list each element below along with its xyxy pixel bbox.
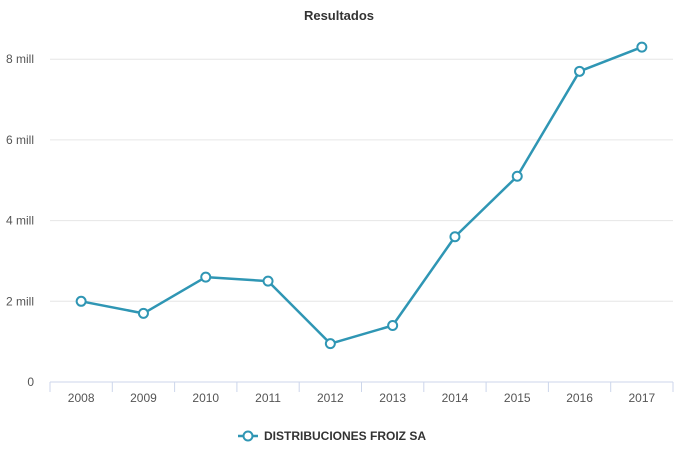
data-point[interactable] bbox=[449, 231, 461, 243]
y-tick-label: 6 mill bbox=[6, 133, 34, 147]
data-point[interactable] bbox=[636, 41, 648, 53]
x-tick-label: 2013 bbox=[379, 391, 406, 405]
data-point[interactable] bbox=[574, 65, 586, 77]
y-tick-label: 4 mill bbox=[6, 214, 34, 228]
grid-lines bbox=[50, 58, 673, 302]
series-line bbox=[80, 45, 643, 345]
x-tick-label: 2011 bbox=[255, 391, 281, 405]
x-tick-label: 2009 bbox=[130, 391, 157, 405]
x-tick-label: 2008 bbox=[68, 391, 95, 405]
data-point[interactable] bbox=[387, 320, 399, 332]
y-axis-ticks: 0 2 mill 4 mill 6 mill 8 mill bbox=[6, 52, 34, 389]
x-tick-label: 2015 bbox=[504, 391, 531, 405]
data-point[interactable] bbox=[200, 271, 212, 283]
legend-marker-icon bbox=[242, 430, 254, 442]
y-tick-label: 8 mill bbox=[6, 52, 34, 66]
data-point[interactable] bbox=[262, 275, 274, 287]
data-point[interactable] bbox=[324, 338, 336, 350]
data-point[interactable] bbox=[75, 295, 87, 307]
chart-title: Resultados bbox=[304, 8, 374, 23]
legend-label[interactable]: DISTRIBUCIONES FROIZ SA bbox=[264, 429, 426, 443]
data-point[interactable] bbox=[137, 307, 149, 319]
x-tick-label: 2016 bbox=[566, 391, 593, 405]
x-tick-label: 2010 bbox=[192, 391, 219, 405]
x-tick-label: 2017 bbox=[628, 391, 655, 405]
data-point[interactable] bbox=[511, 170, 523, 182]
y-tick-label: 0 bbox=[27, 375, 34, 389]
series-layer bbox=[75, 41, 648, 350]
y-tick-label: 2 mill bbox=[6, 294, 34, 308]
x-axis: 2008 2009 2010 2011 2012 2013 2014 2015 2016 2017 bbox=[49, 381, 674, 405]
x-tick-label: 2014 bbox=[442, 391, 469, 405]
x-tick-label: 2012 bbox=[317, 391, 344, 405]
legend[interactable]: DISTRIBUCIONES FROIZ SA bbox=[238, 429, 426, 443]
